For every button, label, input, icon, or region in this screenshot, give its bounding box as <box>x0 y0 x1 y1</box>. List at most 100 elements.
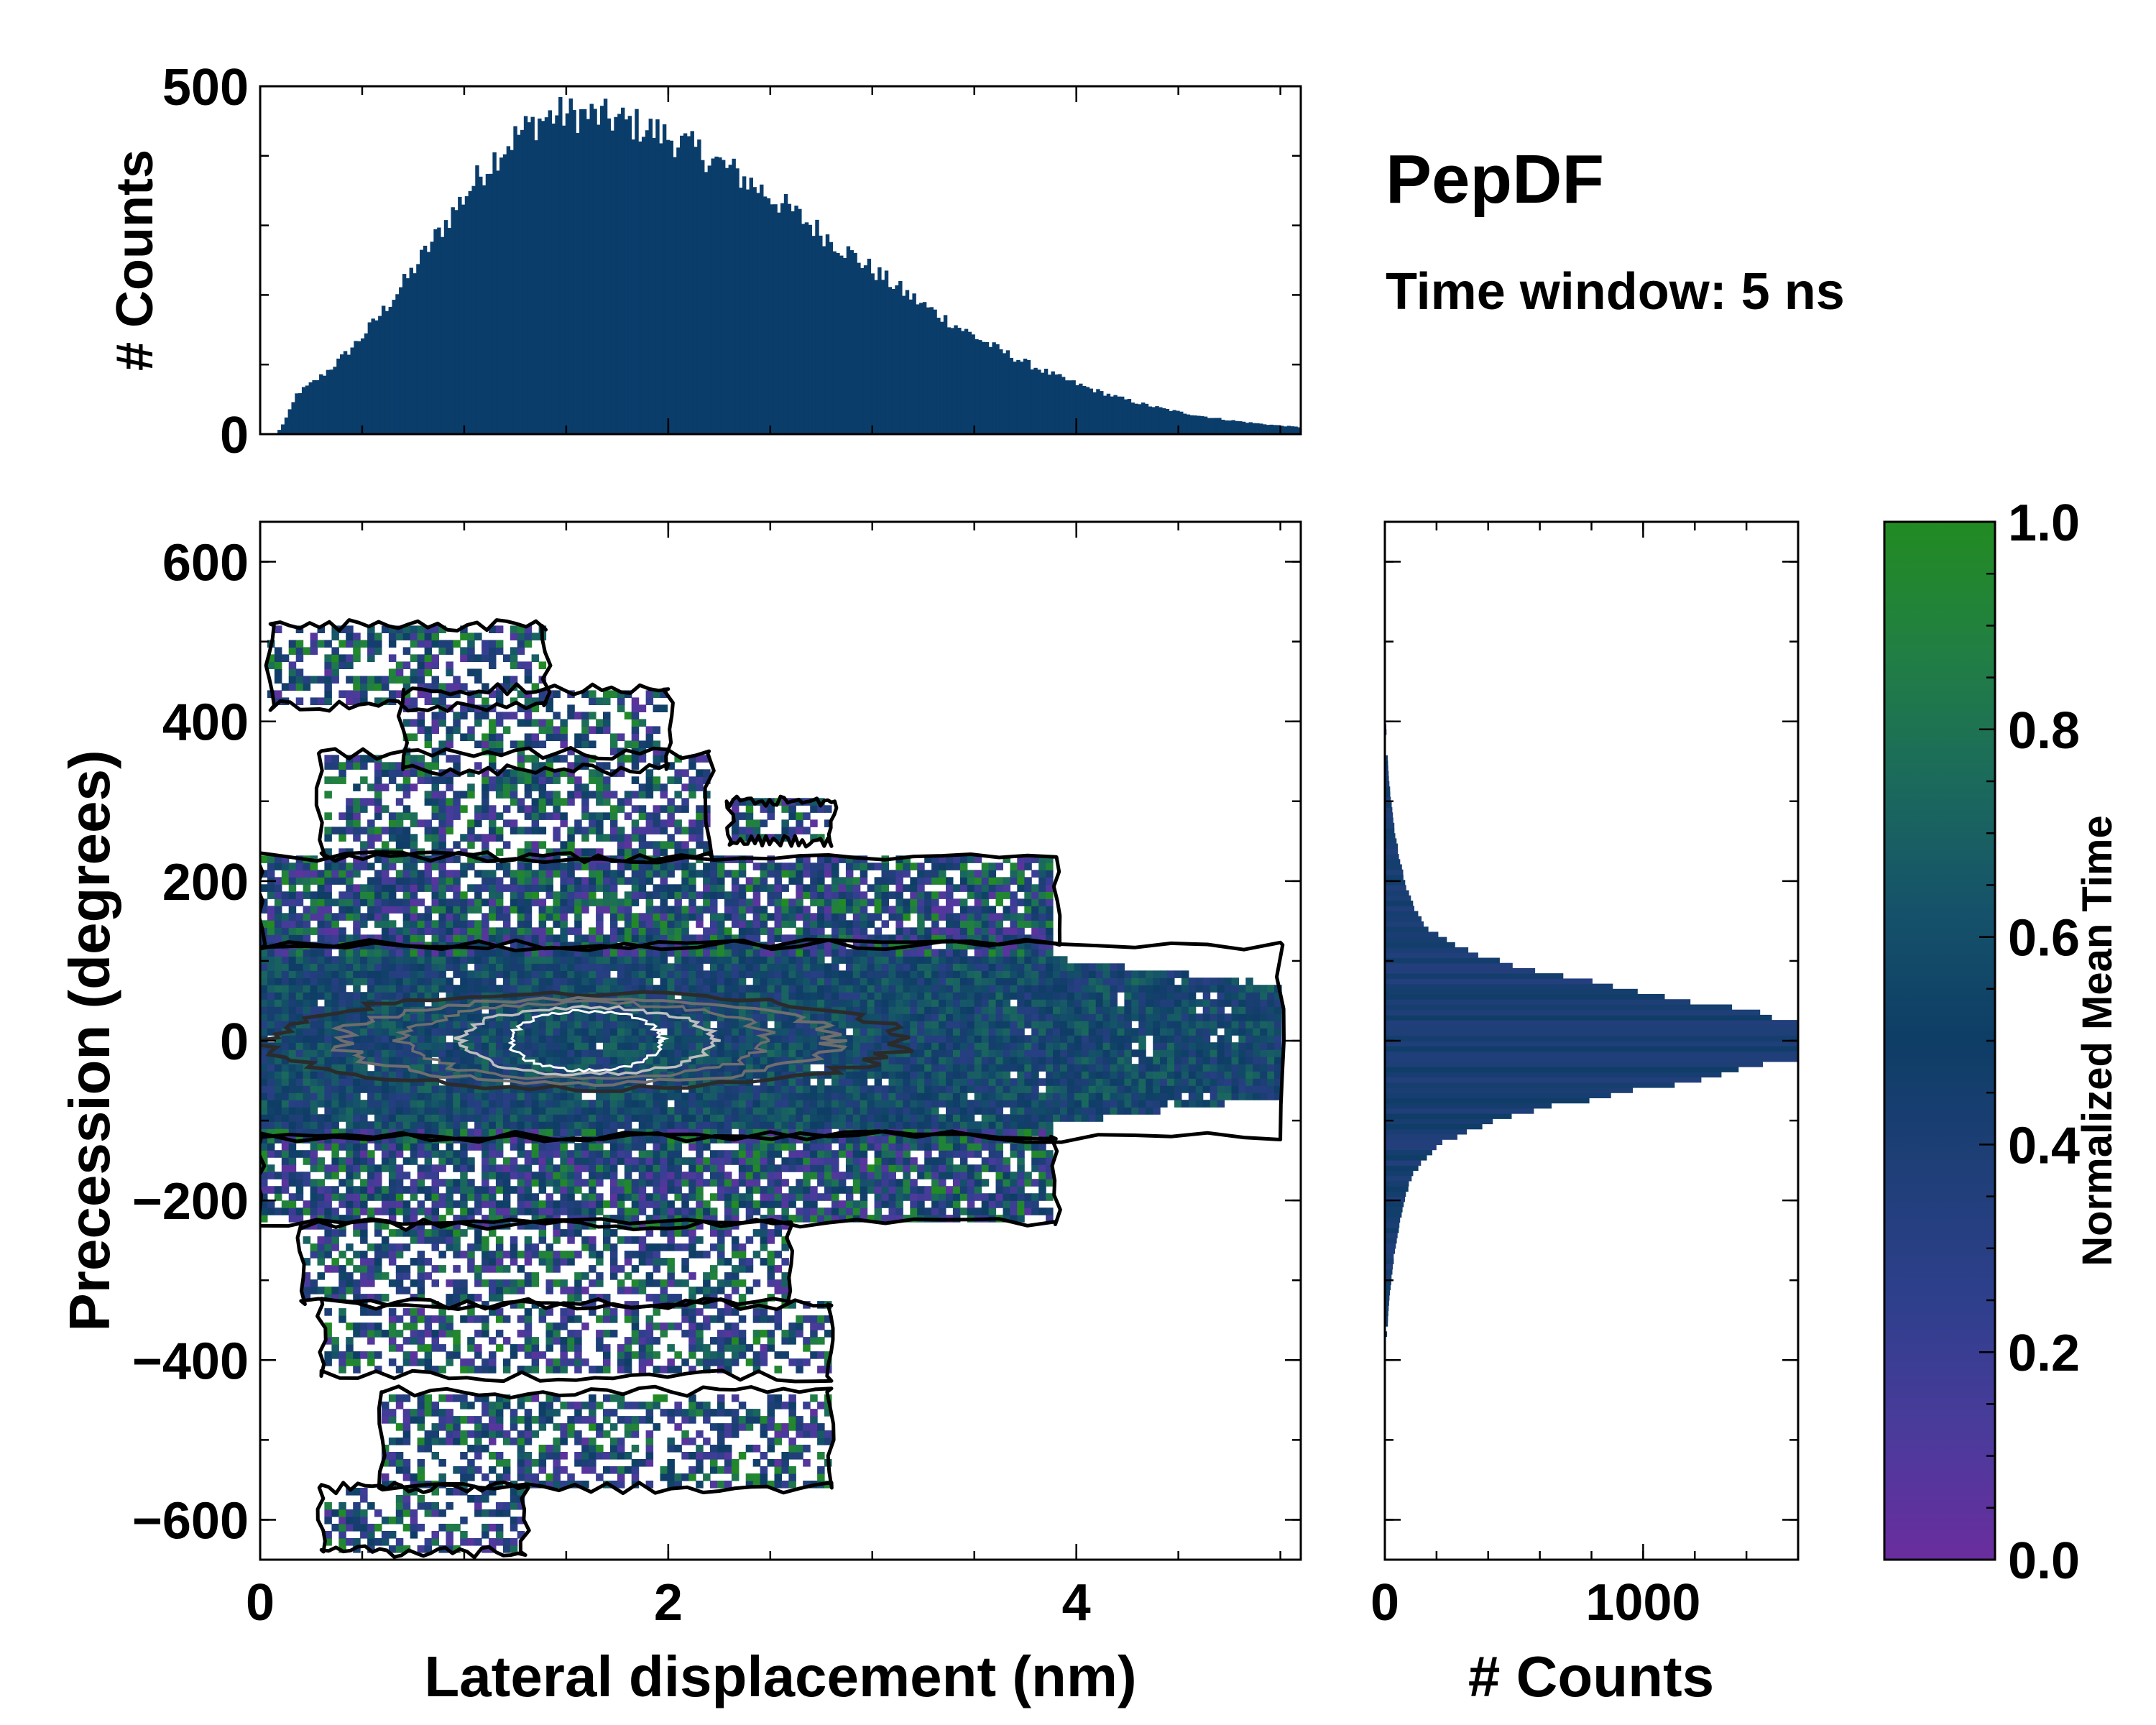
top-histogram-bar <box>815 219 819 434</box>
heatmap-cell <box>324 1100 332 1108</box>
heatmap-cell <box>603 1315 611 1323</box>
heatmap-cell <box>402 1121 411 1129</box>
heatmap-cell <box>274 891 282 899</box>
heatmap-cell <box>367 956 375 964</box>
heatmap-cell <box>410 1322 418 1330</box>
heatmap-cell <box>553 906 561 914</box>
heatmap-cell <box>446 1114 453 1122</box>
heatmap-cell <box>617 985 625 993</box>
heatmap-cell <box>367 1035 375 1043</box>
heatmap-cell <box>603 1294 611 1302</box>
top-histogram-bar <box>863 265 868 434</box>
top-histogram-bar <box>641 137 646 434</box>
heatmap-cell <box>431 661 439 669</box>
heatmap-cell <box>374 1179 382 1187</box>
top-histogram-bar <box>420 249 424 434</box>
heatmap-cell <box>303 956 311 964</box>
heatmap-cell <box>667 1215 675 1223</box>
heatmap-cell <box>495 1172 504 1179</box>
heatmap-cell <box>446 812 453 820</box>
top-histogram-bar <box>1241 421 1246 434</box>
heatmap-cell <box>310 999 318 1007</box>
heatmap-cell <box>589 1064 596 1072</box>
heatmap-cell <box>553 827 561 834</box>
heatmap-cell <box>267 661 275 669</box>
heatmap-cell <box>489 1279 497 1287</box>
heatmap-cell <box>545 1366 553 1374</box>
heatmap-cell <box>410 1049 418 1057</box>
heatmap-cell <box>446 827 453 834</box>
heatmap-cell <box>381 992 390 1000</box>
heatmap-cell <box>645 1430 654 1438</box>
heatmap-cell <box>417 1308 425 1316</box>
heatmap-cell <box>489 934 497 942</box>
heatmap-cell <box>346 661 354 669</box>
heatmap-cell <box>482 834 489 842</box>
heatmap-cell <box>360 1251 368 1259</box>
heatmap-cell <box>310 1092 318 1100</box>
heatmap-cell <box>574 1459 582 1467</box>
heatmap-cell <box>645 1049 654 1057</box>
heatmap-cell <box>353 963 361 971</box>
heatmap-cell <box>402 812 411 820</box>
top-histogram-bar <box>1151 407 1156 434</box>
heatmap-cell <box>395 956 404 964</box>
heatmap-cell <box>681 1128 689 1136</box>
heatmap-cell <box>346 1279 354 1287</box>
heatmap-cell <box>446 740 453 748</box>
heatmap-cell <box>553 1057 561 1064</box>
heatmap-cell <box>653 1107 660 1115</box>
heatmap-cell <box>324 1107 332 1115</box>
heatmap-cell <box>281 927 290 935</box>
top-histogram-bar <box>981 341 986 434</box>
heatmap-cell <box>495 884 504 892</box>
heatmap-cell <box>660 1049 668 1057</box>
heatmap-cell <box>545 1150 553 1158</box>
heatmap-cell <box>482 740 489 748</box>
heatmap-cell <box>560 1258 568 1266</box>
heatmap-cell <box>596 877 604 885</box>
heatmap-cell <box>410 632 418 640</box>
heatmap-cell <box>645 1193 654 1201</box>
heatmap-cell <box>510 963 518 971</box>
heatmap-cell <box>617 1049 625 1057</box>
heatmap-cell <box>482 1301 489 1309</box>
heatmap-cell <box>360 1164 368 1172</box>
top-histogram-bar <box>603 98 608 434</box>
heatmap-cell <box>660 906 668 914</box>
heatmap-cell <box>460 1172 468 1179</box>
heatmap-cell <box>545 877 553 885</box>
heatmap-cell <box>395 1452 404 1460</box>
heatmap-cell <box>653 1258 660 1266</box>
top-histogram-bar <box>870 273 875 434</box>
heatmap-cell <box>581 690 589 698</box>
heatmap-cell <box>317 1272 325 1280</box>
heatmap-cell <box>474 1344 482 1352</box>
heatmap-cell <box>424 1351 433 1359</box>
heatmap-cell <box>402 1322 411 1330</box>
heatmap-cell <box>267 992 275 1000</box>
heatmap-cell <box>495 783 504 791</box>
heatmap-cell <box>460 1013 468 1021</box>
heatmap-cell <box>288 1078 297 1086</box>
heatmap-cell <box>609 1150 618 1158</box>
heatmap-cell <box>495 1028 504 1036</box>
heatmap-cell <box>645 1438 654 1445</box>
heatmap-cell <box>524 963 533 971</box>
heatmap-cell <box>653 1402 660 1409</box>
heatmap-cell <box>424 1445 433 1453</box>
heatmap-cell <box>388 762 397 770</box>
heatmap-cell <box>374 769 382 777</box>
heatmap-cell <box>474 654 482 662</box>
heatmap-cell <box>417 1524 425 1532</box>
heatmap-cell <box>609 1394 618 1402</box>
heatmap-cell <box>660 870 668 878</box>
heatmap-cell <box>660 748 668 755</box>
heatmap-cell <box>489 1308 497 1316</box>
heatmap-cell <box>360 1071 368 1079</box>
heatmap-cell <box>581 1121 589 1129</box>
heatmap-cell <box>374 647 382 655</box>
heatmap-cell <box>310 1193 318 1201</box>
heatmap-cell <box>581 1057 589 1064</box>
heatmap-cell <box>281 1121 290 1129</box>
